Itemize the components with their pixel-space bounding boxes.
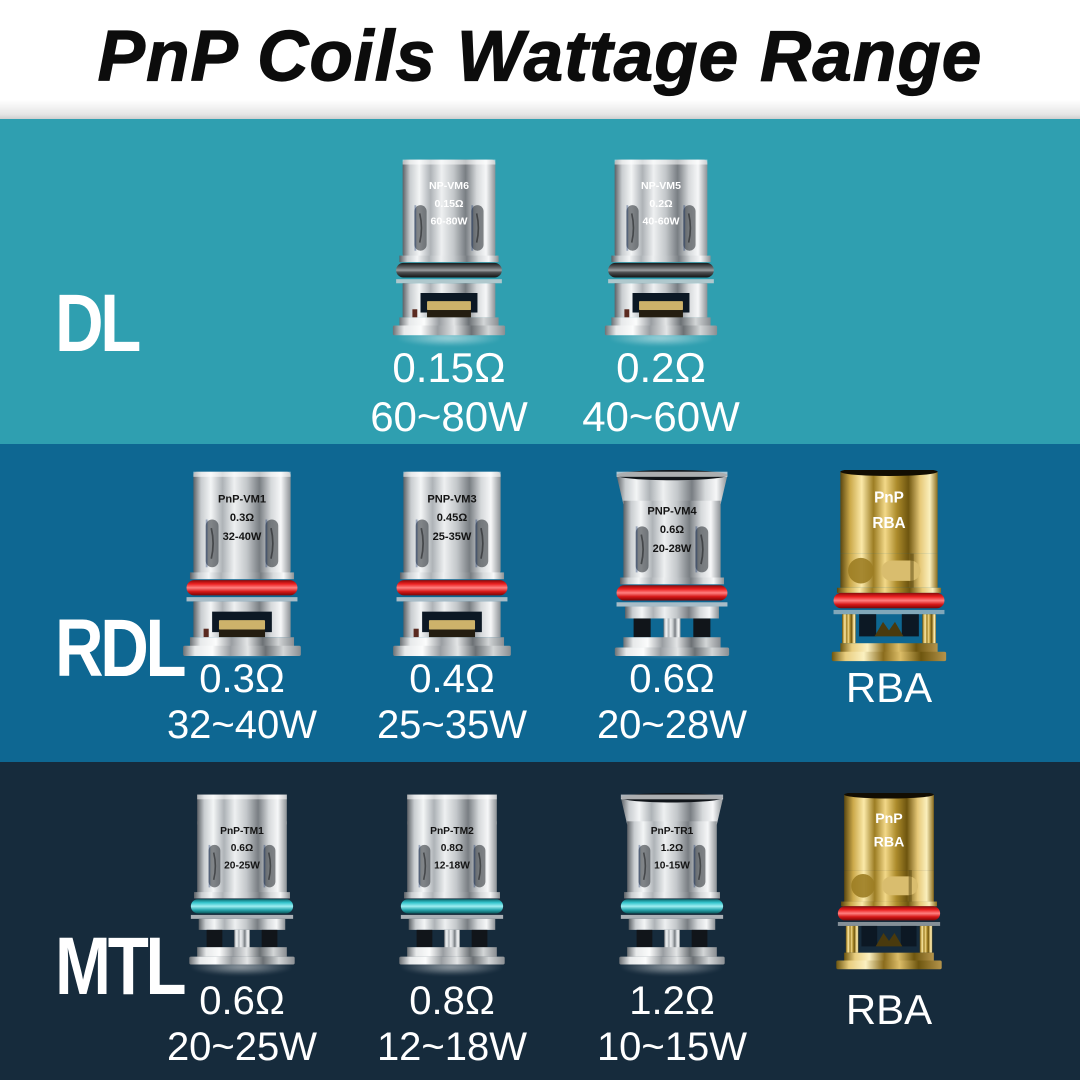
svg-text:PnP: PnP (874, 489, 904, 506)
svg-text:0.2Ω: 0.2Ω (649, 198, 673, 210)
svg-text:NP-VM6: NP-VM6 (429, 180, 469, 192)
svg-text:PnP-VM1: PnP-VM1 (218, 493, 266, 505)
svg-text:RBA: RBA (874, 833, 905, 849)
svg-text:32-40W: 32-40W (223, 531, 262, 543)
svg-text:1.2Ω: 1.2Ω (661, 843, 683, 854)
svg-text:25-35W: 25-35W (433, 531, 472, 543)
svg-text:NP-VM5: NP-VM5 (641, 180, 681, 192)
svg-text:12-18W: 12-18W (434, 861, 470, 872)
svg-text:PnP-TM1: PnP-TM1 (220, 826, 264, 837)
svg-text:0.8Ω: 0.8Ω (441, 843, 463, 854)
svg-text:PNP-VM3: PNP-VM3 (427, 493, 476, 505)
svg-text:20-25W: 20-25W (224, 861, 260, 872)
svg-text:60-80W: 60-80W (431, 216, 468, 228)
svg-text:PnP-TM2: PnP-TM2 (430, 826, 474, 837)
svg-text:PNP-VM4: PNP-VM4 (647, 505, 697, 517)
svg-text:PnP: PnP (875, 810, 903, 826)
svg-text:RBA: RBA (872, 515, 905, 532)
svg-text:0.15Ω: 0.15Ω (434, 198, 464, 210)
svg-text:PnP-TR1: PnP-TR1 (651, 826, 694, 837)
svg-text:40-60W: 40-60W (643, 216, 680, 228)
svg-text:0.6Ω: 0.6Ω (660, 524, 684, 536)
svg-text:0.45Ω: 0.45Ω (437, 512, 468, 524)
svg-text:20-28W: 20-28W (653, 543, 692, 555)
svg-text:0.3Ω: 0.3Ω (230, 512, 254, 524)
svg-text:0.6Ω: 0.6Ω (231, 843, 253, 854)
svg-text:10-15W: 10-15W (654, 861, 690, 872)
